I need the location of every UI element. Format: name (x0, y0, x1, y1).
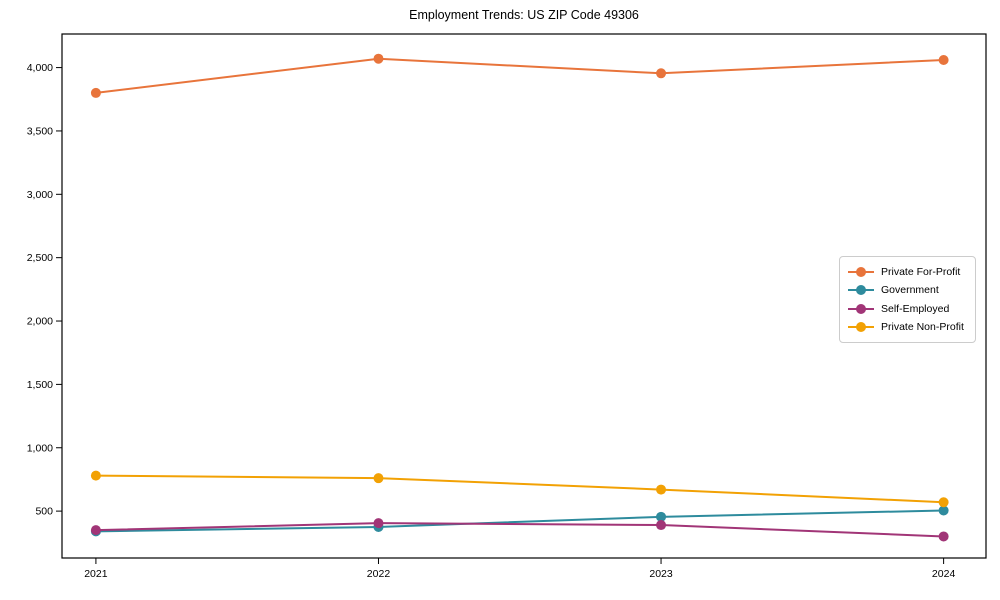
y-tick-label: 2,500 (27, 252, 53, 264)
legend-item-government: Government (848, 281, 967, 299)
legend-marker-icon (848, 321, 874, 333)
legend-marker-icon (848, 303, 874, 315)
x-tick-label: 2022 (367, 568, 391, 580)
data-point-marker (373, 473, 384, 484)
legend-label: Government (881, 284, 939, 297)
data-point-marker (656, 484, 667, 495)
x-tick-label: 2023 (649, 568, 673, 580)
y-tick-label: 1,500 (27, 379, 53, 391)
data-point-marker (938, 531, 949, 542)
data-point-marker (373, 53, 384, 64)
legend-marker-icon (848, 266, 874, 278)
series-line (95, 522, 944, 538)
data-point-marker (90, 525, 101, 536)
legend-marker-icon (848, 284, 874, 296)
data-point-marker (656, 520, 667, 531)
series-line (95, 57, 944, 94)
y-tick-label: 3,000 (27, 189, 53, 201)
plot-frame (61, 33, 987, 559)
legend: Private For-Profit Government Self-Emplo… (839, 256, 976, 343)
x-tick-label: 2021 (84, 568, 108, 580)
data-point-marker (90, 470, 101, 481)
legend-item-self-employed: Self-Employed (848, 300, 967, 318)
data-point-marker (656, 511, 667, 522)
data-point-marker (938, 54, 949, 65)
data-point-marker (938, 497, 949, 508)
y-tick-label: 1,000 (27, 442, 53, 454)
legend-label: Private Non-Profit (881, 320, 964, 333)
legend-item-private-for-profit: Private For-Profit (848, 263, 967, 281)
legend-label: Private For-Profit (881, 266, 961, 279)
legend-label: Self-Employed (881, 302, 950, 315)
y-tick-label: 500 (35, 506, 53, 518)
data-point-marker (938, 505, 949, 516)
y-tick-label: 4,000 (27, 62, 53, 74)
y-tick-label: 2,000 (27, 316, 53, 328)
series-line (95, 474, 944, 504)
series-line (95, 509, 944, 533)
legend-item-private-non-profit: Private Non-Profit (848, 318, 967, 336)
data-point-marker (90, 87, 101, 98)
x-tick-label: 2024 (932, 568, 956, 580)
y-tick-label: 3,500 (27, 125, 53, 137)
chart-title: Employment Trends: US ZIP Code 49306 (409, 8, 639, 22)
data-point-marker (373, 518, 384, 529)
data-point-marker (656, 68, 667, 79)
